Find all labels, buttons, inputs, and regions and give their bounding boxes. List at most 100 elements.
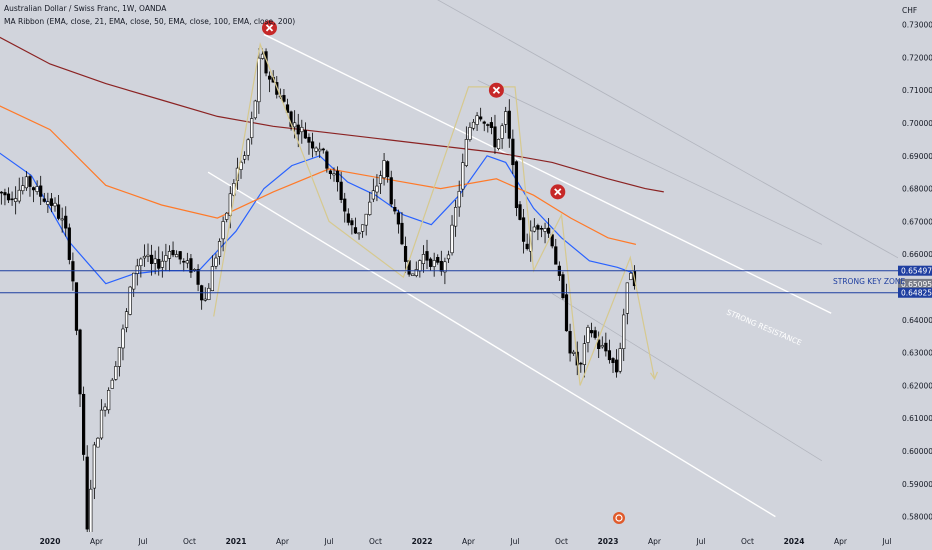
channel-lines[interactable] <box>207 0 916 518</box>
candle-body <box>482 121 486 124</box>
candle-body <box>178 251 182 260</box>
candle-body <box>493 126 497 148</box>
candle-body <box>572 351 576 354</box>
candle-body <box>303 130 307 139</box>
x-markers[interactable] <box>261 20 566 200</box>
time-axis-bg <box>0 532 898 550</box>
candle-body <box>396 212 400 225</box>
time-tick: Oct <box>183 537 196 546</box>
time-axis[interactable]: 2020 Apr Jul Oct 2021 Apr Jul Oct 2022 Apr Jul Oct 2… <box>0 532 898 550</box>
candlesticks <box>0 48 637 542</box>
candle-body <box>525 243 529 250</box>
candle-body <box>39 185 43 197</box>
candle-body <box>325 151 329 169</box>
candle-body <box>361 224 365 232</box>
candle-body <box>436 257 440 263</box>
candle-body <box>64 215 68 229</box>
candle-body <box>149 254 154 264</box>
price-tick: 0.63000 <box>902 349 932 358</box>
channel-line <box>551 293 823 462</box>
candle-body <box>321 148 325 151</box>
candle-body <box>339 181 343 200</box>
price-badge-label: 0.64825 <box>901 289 932 298</box>
candle-body <box>353 227 358 234</box>
pattern-lines[interactable] <box>213 42 659 386</box>
candle-body <box>421 254 426 264</box>
candle-body <box>364 213 368 226</box>
candle-body <box>389 177 393 205</box>
candle-body <box>439 260 443 272</box>
candle-body <box>432 260 436 267</box>
candle-body <box>561 274 565 299</box>
candle-body <box>403 246 408 262</box>
candle-body <box>92 444 96 489</box>
candle-body <box>414 269 418 276</box>
candle-body <box>450 224 454 254</box>
candle-body <box>42 198 46 202</box>
candle-body <box>114 366 118 380</box>
candle-body <box>282 95 286 102</box>
candle-body <box>260 53 265 59</box>
candle-body <box>568 331 572 354</box>
time-tick: 2020 <box>40 537 61 546</box>
candle-body <box>82 393 86 455</box>
horizontal-levels[interactable] <box>0 270 898 294</box>
candle-body <box>335 170 340 183</box>
time-tick: Jul <box>881 537 891 546</box>
candle-body <box>454 207 458 227</box>
candle-body <box>479 116 483 120</box>
candle-body <box>217 241 222 257</box>
candle-body <box>203 298 207 301</box>
candle-body <box>607 350 612 361</box>
candle-body <box>554 246 558 265</box>
candle-body <box>539 227 544 230</box>
price-tick: 0.66000 <box>902 250 932 259</box>
candle-body <box>622 314 626 349</box>
candle-body <box>139 258 143 267</box>
candle-body <box>10 198 14 201</box>
time-tick: Apr <box>834 537 848 546</box>
candle-body <box>210 266 214 292</box>
candle-body <box>56 204 61 219</box>
candle-body <box>400 222 404 245</box>
candle-body <box>375 185 379 193</box>
price-tick: 0.70000 <box>902 119 932 128</box>
candle-body <box>35 186 39 192</box>
time-tick: Jul <box>323 537 333 546</box>
candle-body <box>446 254 451 260</box>
channel-line <box>263 33 832 314</box>
time-tick: Apr <box>462 537 476 546</box>
candle-body <box>378 175 383 184</box>
candle-body <box>346 213 350 223</box>
candle-body <box>600 345 604 348</box>
candle-body <box>418 260 422 272</box>
candle-body <box>74 282 79 331</box>
candle-body <box>99 409 104 439</box>
time-tick: 2023 <box>598 537 619 546</box>
price-badge-label: 0.65095 <box>901 280 932 289</box>
candle-body <box>593 330 597 338</box>
candle-body <box>67 227 71 260</box>
candle-body <box>49 198 54 206</box>
candle-body <box>343 198 347 212</box>
candle-body <box>496 139 501 150</box>
candle-body <box>268 75 272 80</box>
candle-body <box>586 326 590 343</box>
candle-body <box>160 260 164 268</box>
price-tick: 0.60000 <box>902 447 932 456</box>
candle-body <box>146 254 150 257</box>
price-tick: 0.62000 <box>902 381 932 390</box>
time-tick: Apr <box>276 537 290 546</box>
time-tick: 2024 <box>784 537 805 546</box>
price-axis[interactable]: CHF 0.58000 0.59000 0.60000 0.61000 0.62000 0.… <box>898 0 932 532</box>
candle-body <box>457 190 461 208</box>
replay-icon[interactable] <box>613 512 625 524</box>
candle-body <box>582 343 586 365</box>
candle-body <box>604 342 608 352</box>
marker-cross <box>265 24 274 32</box>
price-tick: 0.72000 <box>902 53 932 62</box>
candle-body <box>221 221 225 240</box>
candle-body <box>518 204 522 220</box>
